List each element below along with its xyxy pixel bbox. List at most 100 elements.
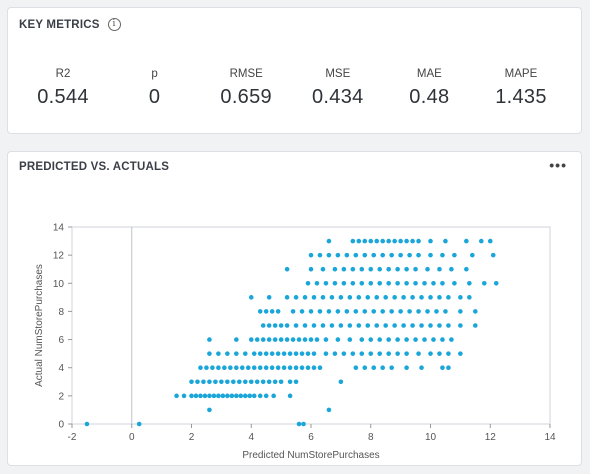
data-point: [404, 351, 409, 356]
data-point: [458, 351, 463, 356]
x-tick-label: 4: [248, 432, 254, 443]
data-point: [392, 295, 397, 300]
data-point: [386, 280, 391, 286]
data-point: [189, 379, 194, 385]
data-point: [332, 280, 338, 286]
data-point: [392, 323, 397, 328]
data-point: [335, 252, 341, 258]
metric-label: MAPE: [504, 68, 538, 80]
data-point: [84, 421, 90, 427]
data-point: [380, 238, 386, 244]
data-point: [344, 252, 350, 258]
info-icon[interactable]: i: [107, 18, 121, 31]
data-point: [490, 252, 496, 258]
data-point: [356, 295, 362, 300]
data-point: [449, 266, 454, 272]
data-point: [422, 337, 427, 342]
data-point: [220, 393, 226, 399]
data-point: [225, 351, 230, 356]
data-point: [323, 280, 329, 286]
data-point: [356, 323, 362, 328]
data-point: [174, 393, 179, 399]
metric-p: p 0: [110, 68, 200, 109]
data-point: [410, 295, 415, 300]
data-point: [365, 323, 371, 328]
x-axis-title: Predicted NumStorePurchases: [242, 450, 379, 461]
data-point: [189, 393, 194, 399]
data-point: [329, 323, 335, 328]
metric-value: 0.659: [220, 86, 272, 108]
data-point: [338, 379, 344, 385]
data-point: [341, 280, 347, 286]
data-point: [362, 252, 368, 258]
key-metrics-title-row: KEY METRICS i: [19, 18, 121, 31]
data-point: [248, 337, 254, 342]
data-point: [234, 351, 239, 356]
metric-value: 0: [148, 86, 161, 108]
data-point: [242, 351, 248, 356]
data-point: [251, 365, 257, 371]
data-point: [410, 238, 415, 244]
data-point: [377, 280, 383, 286]
y-tick-label: 4: [58, 363, 64, 374]
data-point: [225, 393, 230, 399]
data-point: [248, 379, 254, 385]
data-point: [401, 323, 406, 328]
data-point: [216, 365, 221, 371]
data-point: [419, 365, 424, 371]
data-point: [368, 238, 374, 244]
data-point: [296, 421, 302, 427]
data-point: [404, 365, 409, 371]
data-point: [207, 337, 212, 342]
data-point: [452, 252, 457, 258]
data-point: [458, 309, 463, 314]
data-point: [257, 309, 263, 314]
data-point: [353, 365, 359, 371]
data-point: [350, 280, 356, 286]
data-point: [347, 323, 353, 328]
x-tick-label: 2: [189, 432, 195, 443]
data-point: [380, 309, 386, 314]
data-point: [305, 365, 311, 371]
data-point: [275, 309, 281, 314]
x-tick-label: 10: [425, 432, 437, 443]
data-point: [198, 393, 203, 399]
y-tick-label: 10: [53, 279, 65, 290]
data-point: [341, 351, 347, 356]
data-point: [437, 351, 442, 356]
data-point: [320, 295, 326, 300]
y-tick-label: 0: [58, 420, 64, 431]
data-point: [428, 295, 433, 300]
data-point: [317, 252, 323, 258]
data-point: [473, 309, 478, 314]
metrics-row: R2 0.544 p 0 RMSE 0.659 MSE 0.434 MAE 0.…: [8, 68, 581, 109]
data-point: [278, 323, 284, 328]
data-point: [311, 323, 317, 328]
data-point: [368, 337, 374, 342]
data-point: [446, 295, 451, 300]
data-point: [368, 266, 374, 272]
data-point: [228, 365, 233, 371]
data-point: [446, 365, 451, 371]
data-point: [234, 337, 239, 342]
data-point: [247, 393, 253, 399]
data-point: [293, 365, 299, 371]
data-point: [272, 337, 278, 342]
data-point: [308, 266, 314, 272]
data-point: [446, 323, 451, 328]
data-point: [257, 393, 263, 399]
data-point: [323, 351, 329, 356]
data-point: [237, 379, 242, 385]
data-point: [251, 393, 257, 399]
data-point: [464, 266, 469, 272]
data-point: [362, 365, 368, 371]
metric-mape: MAPE 1.435: [476, 68, 566, 109]
data-point: [290, 337, 296, 342]
data-point: [284, 323, 290, 328]
predicted-vs-actuals-card: PREDICTED VS. ACTUALS ••• -2 0 2 4 6 8 10 12 14 0…: [7, 151, 582, 466]
data-point: [422, 280, 427, 286]
metric-mae: MAE 0.48: [384, 68, 474, 109]
data-point: [242, 379, 248, 385]
more-dots-icon[interactable]: •••: [549, 157, 567, 173]
data-point: [260, 337, 266, 342]
